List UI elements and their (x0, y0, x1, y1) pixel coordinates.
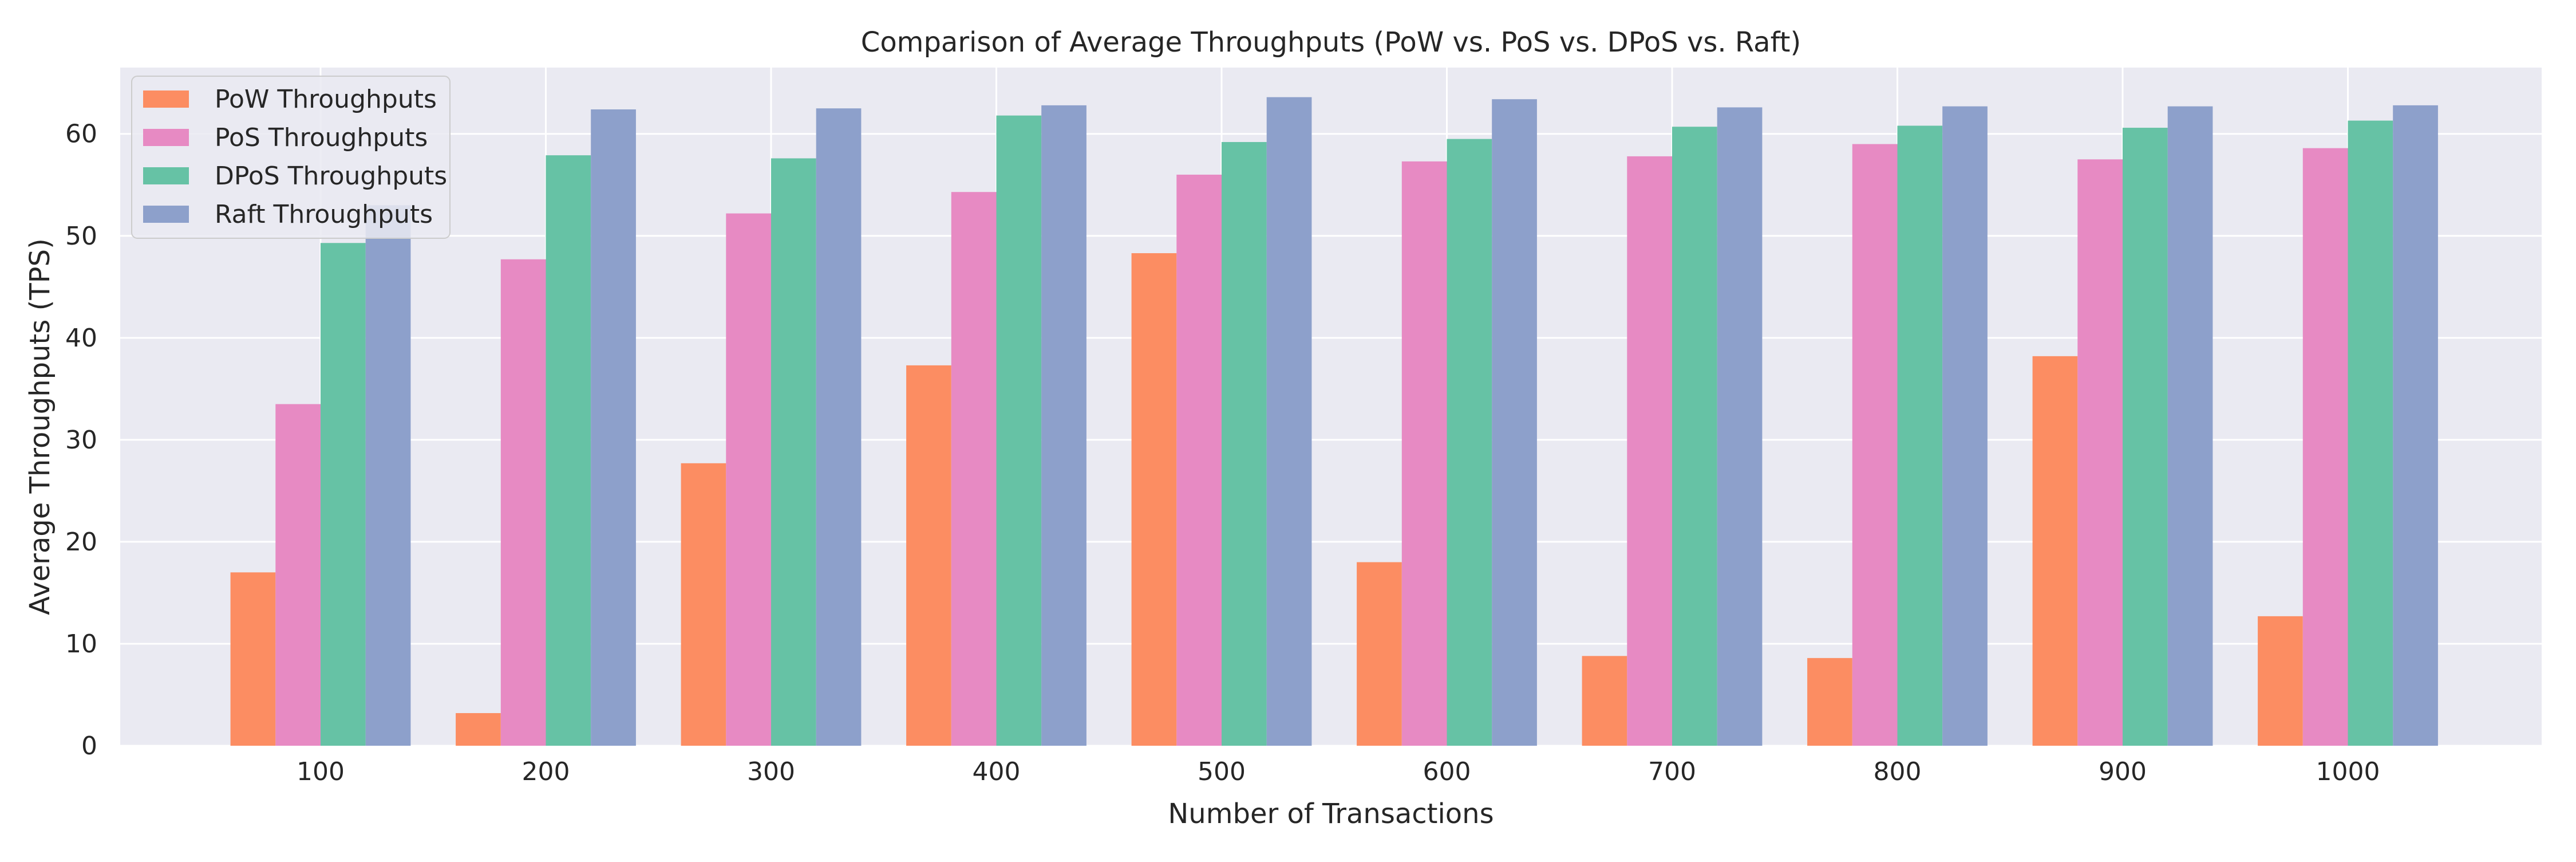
legend-swatch (143, 90, 189, 108)
legend-label: Raft Throughputs (215, 200, 433, 229)
y-tick-label: 50 (65, 222, 97, 251)
bar (365, 205, 411, 746)
x-tick-label: 400 (973, 757, 1021, 786)
x-tick-label: 1000 (2316, 757, 2380, 786)
legend-label: PoW Throughputs (215, 85, 437, 114)
x-axis-label: Number of Transactions (1168, 798, 1494, 830)
y-tick-label: 40 (65, 324, 97, 353)
y-axis-ticks: 0 10 20 30 40 50 60 (65, 120, 97, 761)
bar (456, 713, 501, 746)
bar (726, 213, 771, 746)
legend-swatch (143, 206, 189, 223)
bars-layer (230, 97, 2438, 746)
x-tick-label: 600 (1423, 757, 1471, 786)
legend-box (131, 76, 451, 239)
bar (1942, 106, 1988, 746)
x-tick-label: 700 (1648, 757, 1696, 786)
bar (951, 192, 997, 746)
x-tick-label: 100 (297, 757, 345, 786)
x-tick-label: 900 (2099, 757, 2147, 786)
bar (906, 365, 951, 746)
bar (2032, 356, 2078, 746)
bar (2077, 159, 2123, 746)
y-tick-label: 10 (65, 629, 97, 659)
bar (2258, 616, 2303, 746)
bar (1582, 656, 1627, 746)
bar (2393, 105, 2438, 746)
x-tick-label: 200 (522, 757, 570, 786)
bar (1627, 156, 1672, 746)
legend-label: PoS Throughputs (215, 123, 428, 152)
legend-swatch (143, 167, 189, 184)
bar (1672, 127, 1717, 746)
bar (2123, 128, 2168, 746)
x-axis-ticks: 100 200 300 400 500 600 700 800 900 1000 (297, 757, 2380, 786)
x-tick-label: 800 (1874, 757, 1922, 786)
x-tick-label: 500 (1198, 757, 1246, 786)
bar (2167, 106, 2213, 746)
legend-label: DPoS Throughputs (215, 162, 447, 191)
bar (1897, 125, 1943, 746)
bar (1717, 107, 1763, 746)
series-3 (321, 115, 2393, 746)
legend-swatch (143, 129, 189, 146)
chart-title: Comparison of Average Throughputs (PoW v… (861, 26, 1801, 58)
y-tick-label: 30 (65, 426, 97, 455)
bar (1266, 97, 1312, 746)
y-tick-label: 0 (81, 731, 97, 761)
bar (275, 404, 321, 746)
y-tick-label: 20 (65, 528, 97, 557)
series-2 (275, 144, 2348, 746)
bar (230, 572, 276, 746)
bar (591, 109, 636, 746)
bar (2302, 148, 2348, 746)
bar (1357, 562, 1402, 746)
bar (546, 155, 591, 746)
bar (321, 243, 366, 746)
bar (2348, 120, 2393, 746)
y-tick-label: 60 (65, 120, 97, 149)
x-tick-label: 300 (747, 757, 795, 786)
bar (771, 158, 816, 746)
bar (1041, 105, 1086, 746)
bar (1447, 139, 1492, 746)
bar (1131, 253, 1177, 746)
bar (996, 115, 1042, 746)
bar (1401, 161, 1447, 746)
bar (816, 108, 862, 746)
bar (1222, 141, 1267, 746)
series-1 (230, 253, 2303, 746)
series-4 (365, 97, 2438, 746)
bar (1176, 174, 1222, 746)
y-axis-label: Average Throughputs (TPS) (24, 238, 56, 615)
bar (1852, 144, 1898, 746)
bar (1807, 658, 1852, 746)
bar (1492, 99, 1537, 746)
bar (681, 463, 726, 746)
legend: PoW Throughputs PoS Throughputs DPoS Throu… (131, 76, 451, 239)
bar (500, 259, 546, 746)
